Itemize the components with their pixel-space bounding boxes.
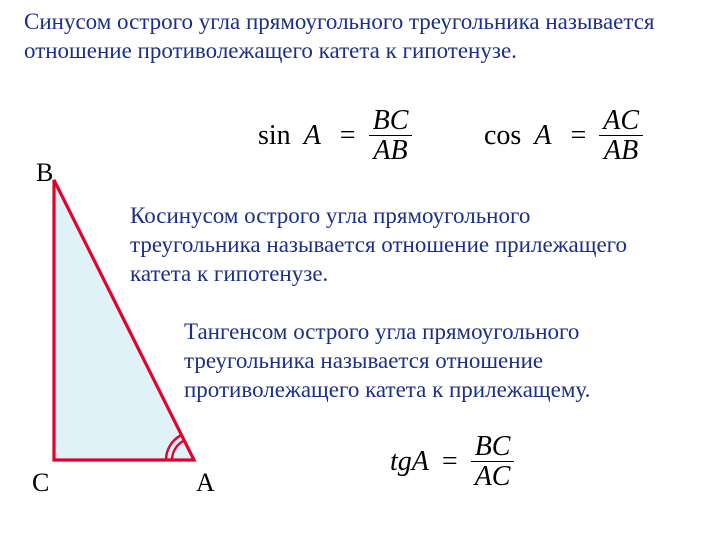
slide-root: { "colors": { "definition_text": "#1c2f8… (0, 0, 720, 540)
vertex-label-A: A (196, 468, 215, 498)
formula-sin-den: AB (369, 136, 413, 165)
formula-cos-arg: A (534, 120, 551, 152)
formula-sin-frac: BC AB (369, 106, 413, 166)
definition-tan: Тангенсом острого угла прямоугольного тр… (184, 318, 704, 404)
equals-sign: = (570, 120, 586, 152)
definition-cos: Косинусом острого угла прямоугольного тр… (130, 202, 650, 288)
formula-tan-fn: tgA (390, 446, 429, 478)
vertex-label-C: C (32, 468, 49, 498)
formula-tan-den: AC (471, 462, 515, 491)
formula-cos-num: AC (599, 106, 643, 136)
vertex-label-B: B (36, 158, 53, 188)
formula-sin-num: BC (369, 106, 413, 136)
formula-cos-frac: AC AB (599, 106, 643, 166)
formula-sin: sin A = BC AB (258, 106, 412, 166)
formula-tan-num: BC (471, 432, 515, 462)
equals-sign: = (442, 446, 458, 478)
formula-sin-fn: sin (258, 120, 291, 152)
equals-sign: = (340, 120, 356, 152)
formula-cos: cos A = AC AB (484, 106, 643, 166)
definition-sin: Синусом острого угла прямоугольного треу… (24, 8, 664, 66)
formula-tan: tgA = BC AC (390, 432, 514, 492)
formula-cos-fn: cos (484, 120, 521, 152)
formula-sin-arg: A (304, 120, 321, 152)
formula-tan-frac: BC AC (471, 432, 515, 492)
formula-cos-den: AB (599, 136, 643, 165)
